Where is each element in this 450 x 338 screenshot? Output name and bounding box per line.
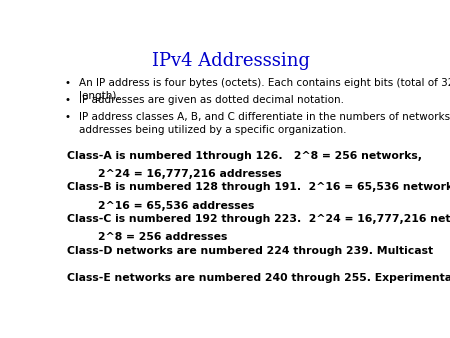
Text: 2^16 = 65,536 addresses: 2^16 = 65,536 addresses [98,201,255,211]
Text: IP address classes A, B, and C differentiate in the numbers of networks and host: IP address classes A, B, and C different… [79,112,450,135]
Text: 2^24 = 16,777,216 addresses: 2^24 = 16,777,216 addresses [98,169,282,179]
Text: Class-E networks are numbered 240 through 255. Experimental: Class-E networks are numbered 240 throug… [67,273,450,284]
Text: Class-B is numbered 128 through 191.  2^16 = 65,536 networks,: Class-B is numbered 128 through 191. 2^1… [67,183,450,192]
Text: •: • [65,112,71,122]
Text: •: • [65,95,71,105]
Text: An IP address is four bytes (octets). Each contains eight bits (total of 32 bits: An IP address is four bytes (octets). Ea… [79,78,450,101]
Text: Class-A is numbered 1through 126.   2^8 = 256 networks,: Class-A is numbered 1through 126. 2^8 = … [67,151,422,161]
Text: IP addresses are given as dotted decimal notation.: IP addresses are given as dotted decimal… [79,95,344,105]
Text: IPv4 Addresssing: IPv4 Addresssing [152,52,310,70]
Text: Class-C is numbered 192 through 223.  2^24 = 16,777,216 networks,: Class-C is numbered 192 through 223. 2^2… [67,214,450,224]
Text: •: • [65,78,71,88]
Text: 2^8 = 256 addresses: 2^8 = 256 addresses [98,232,227,242]
Text: Class-D networks are numbered 224 through 239. Multicast: Class-D networks are numbered 224 throug… [67,246,433,256]
